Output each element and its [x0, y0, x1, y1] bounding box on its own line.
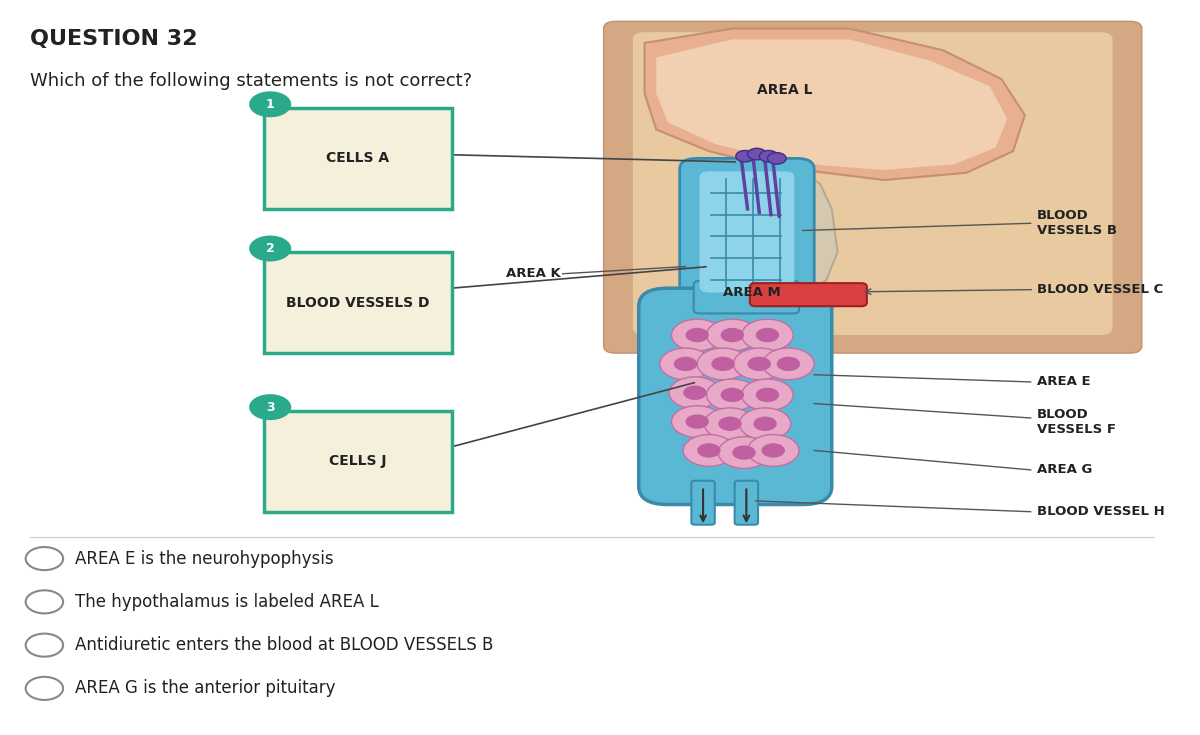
Circle shape — [762, 443, 785, 458]
Circle shape — [736, 151, 755, 162]
Circle shape — [660, 348, 712, 380]
FancyBboxPatch shape — [264, 411, 451, 512]
Circle shape — [756, 387, 779, 402]
Text: BLOOD
VESSELS B: BLOOD VESSELS B — [1037, 209, 1116, 237]
Text: AREA M: AREA M — [722, 286, 781, 299]
Circle shape — [721, 328, 744, 343]
FancyBboxPatch shape — [679, 158, 815, 306]
Text: AREA L: AREA L — [757, 83, 812, 97]
Circle shape — [748, 148, 767, 159]
FancyBboxPatch shape — [638, 288, 832, 504]
Circle shape — [250, 235, 292, 262]
FancyBboxPatch shape — [604, 21, 1142, 353]
Circle shape — [685, 328, 709, 343]
FancyBboxPatch shape — [691, 481, 715, 525]
Circle shape — [763, 348, 815, 380]
Circle shape — [685, 415, 709, 429]
Text: AREA G: AREA G — [1037, 463, 1092, 476]
Circle shape — [756, 328, 779, 343]
Polygon shape — [644, 29, 1025, 180]
Text: AREA K: AREA K — [505, 268, 560, 280]
Circle shape — [670, 377, 721, 409]
Text: Which of the following statements is not correct?: Which of the following statements is not… — [30, 72, 473, 90]
Text: Antidiuretic enters the blood at BLOOD VESSELS B: Antidiuretic enters the blood at BLOOD V… — [74, 636, 493, 654]
Text: AREA G is the anterior pituitary: AREA G is the anterior pituitary — [74, 679, 335, 698]
Circle shape — [733, 348, 785, 380]
FancyBboxPatch shape — [694, 281, 799, 313]
Circle shape — [250, 394, 292, 420]
FancyBboxPatch shape — [632, 32, 1112, 335]
Text: 2: 2 — [266, 242, 275, 255]
Circle shape — [776, 356, 800, 371]
Circle shape — [719, 417, 742, 431]
Circle shape — [768, 153, 786, 164]
Text: QUESTION 32: QUESTION 32 — [30, 29, 198, 49]
Circle shape — [697, 348, 749, 380]
Circle shape — [672, 319, 722, 351]
Circle shape — [748, 356, 770, 371]
Circle shape — [739, 408, 791, 440]
Circle shape — [742, 379, 793, 411]
Text: BLOOD VESSEL H: BLOOD VESSEL H — [1037, 505, 1164, 518]
Circle shape — [707, 379, 758, 411]
Circle shape — [683, 386, 707, 400]
Circle shape — [719, 437, 769, 468]
FancyBboxPatch shape — [750, 283, 866, 306]
Text: The hypothalamus is labeled AREA L: The hypothalamus is labeled AREA L — [74, 593, 379, 611]
Circle shape — [697, 443, 721, 458]
Circle shape — [742, 319, 793, 351]
FancyBboxPatch shape — [700, 171, 794, 293]
Text: BLOOD
VESSELS F: BLOOD VESSELS F — [1037, 408, 1116, 436]
FancyBboxPatch shape — [734, 481, 758, 525]
Text: 3: 3 — [266, 401, 275, 414]
Text: BLOOD VESSELS D: BLOOD VESSELS D — [286, 295, 430, 309]
Circle shape — [250, 91, 292, 118]
Circle shape — [672, 406, 722, 437]
Circle shape — [674, 356, 697, 371]
Text: AREA E is the neurohypophysis: AREA E is the neurohypophysis — [74, 550, 334, 567]
FancyBboxPatch shape — [264, 108, 451, 209]
Text: 1: 1 — [266, 98, 275, 111]
Circle shape — [748, 434, 799, 466]
Circle shape — [732, 445, 756, 460]
Circle shape — [760, 151, 778, 162]
Circle shape — [721, 387, 744, 402]
Circle shape — [712, 356, 734, 371]
Text: AREA E: AREA E — [1037, 376, 1090, 388]
Circle shape — [704, 408, 756, 440]
Text: CELLS A: CELLS A — [326, 151, 390, 165]
Polygon shape — [766, 173, 838, 295]
Polygon shape — [656, 40, 1007, 170]
Circle shape — [707, 319, 758, 351]
FancyBboxPatch shape — [264, 252, 451, 353]
Circle shape — [683, 434, 734, 466]
Text: BLOOD VESSEL C: BLOOD VESSEL C — [1037, 283, 1163, 296]
Text: CELLS J: CELLS J — [329, 454, 386, 468]
Circle shape — [754, 417, 776, 431]
Polygon shape — [726, 165, 762, 281]
